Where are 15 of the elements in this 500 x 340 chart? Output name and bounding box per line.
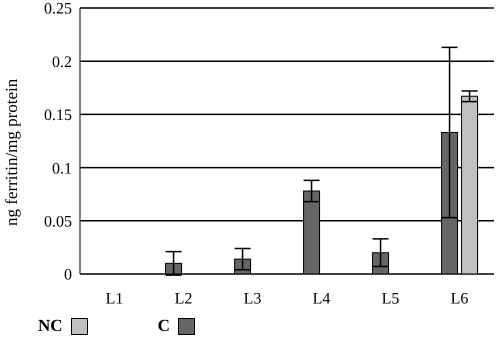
y-tick-label: 0.15 [44,107,72,124]
x-tick-label: L6 [450,290,468,308]
x-tick-label: L2 [174,290,192,308]
legend-label: NC [38,316,63,336]
y-tick-label: 0.1 [52,160,72,178]
y-tick-label: 0.2 [52,54,72,71]
x-tick-label: L4 [312,290,330,308]
x-tick-label: L3 [244,290,262,308]
y-tick-label: 0.25 [44,0,72,18]
y-tick-label: 0.05 [44,213,72,230]
y-tick-label: 0 [64,266,72,284]
y-axis-title: ng ferritin/mg protein [2,78,22,226]
x-tick-label: L5 [382,290,400,308]
legend-label: C [158,316,170,336]
x-tick-label: L1 [106,290,124,308]
